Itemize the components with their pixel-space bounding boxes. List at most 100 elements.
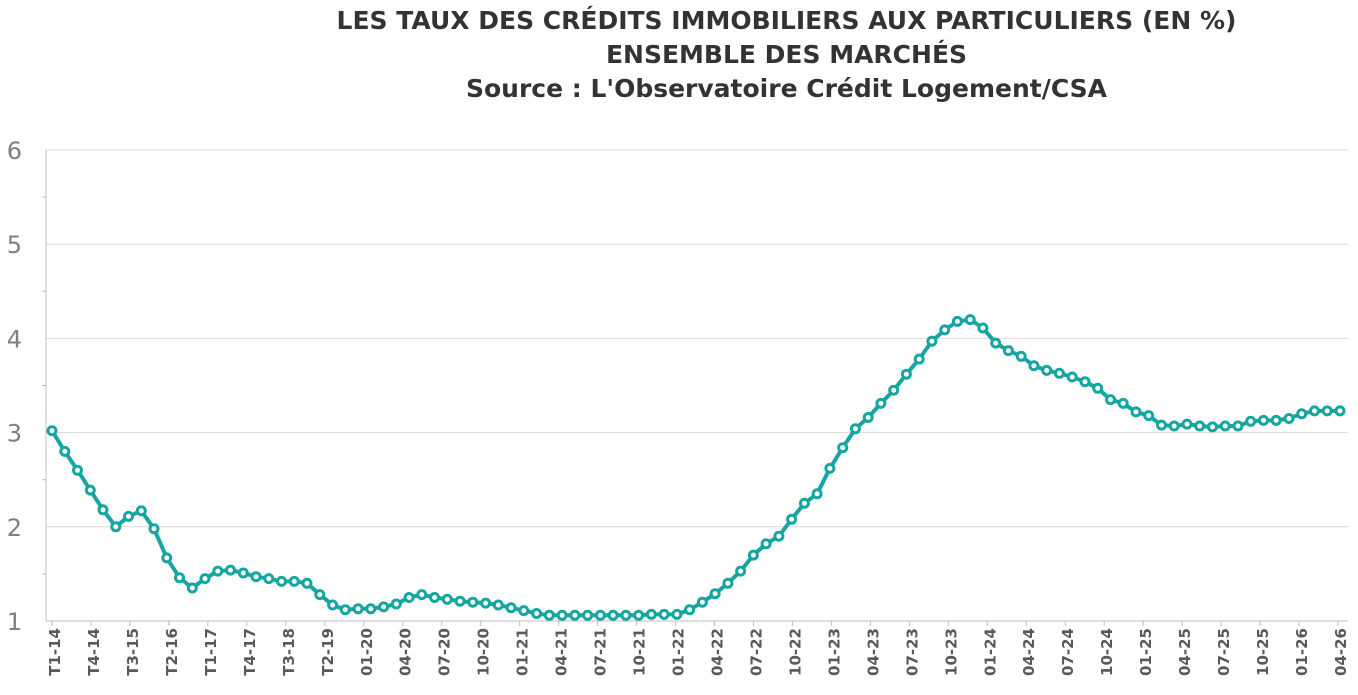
data-point: [339, 604, 351, 616]
data-point: [327, 599, 339, 611]
data-point: [365, 603, 377, 615]
data-point: [1130, 406, 1142, 418]
data-point: [46, 425, 58, 437]
x-tick-label: 04-21: [553, 628, 571, 676]
data-point: [594, 609, 606, 621]
data-point: [1207, 421, 1218, 433]
x-tick-label: 07-23: [903, 628, 921, 676]
data-point: [1143, 410, 1155, 422]
series-markers: [46, 314, 1346, 621]
x-tick-label: 01-24: [981, 628, 999, 676]
data-point: [888, 384, 900, 396]
y-tick-label: 2: [7, 514, 22, 542]
x-tick-label: T4-17: [241, 628, 259, 676]
data-point: [59, 445, 71, 457]
data-point: [735, 565, 747, 577]
data-point: [1117, 397, 1129, 409]
data-point: [263, 573, 275, 585]
data-point: [492, 599, 504, 611]
data-point: [939, 324, 951, 336]
x-tick-label: 01-25: [1137, 628, 1155, 676]
data-point: [84, 484, 96, 496]
data-point: [913, 353, 925, 365]
data-point: [696, 596, 708, 608]
x-tick-label: 01-20: [358, 628, 376, 676]
x-tick-label: T1-17: [202, 628, 220, 676]
x-tick-label: 04-23: [864, 628, 882, 676]
data-point: [849, 423, 861, 435]
data-point: [429, 592, 441, 603]
x-tick-label: 04-24: [1020, 628, 1038, 676]
data-point: [403, 592, 415, 603]
data-point: [900, 368, 912, 380]
chart-subtitle: ENSEMBLE DES MARCHÉS: [605, 40, 968, 69]
data-point: [1028, 360, 1040, 372]
data-point: [1015, 350, 1027, 362]
data-point: [1270, 414, 1282, 426]
gridlines: [46, 149, 1348, 528]
data-point: [276, 575, 287, 587]
x-axis-tick-labels: T1-14 T4-14 T3-15 T2-16 T1-17 T4-17 T3-18 T2-19…: [46, 628, 1350, 676]
data-point: [1296, 408, 1308, 420]
x-tick-label: T4-14: [85, 628, 103, 676]
x-tick-label: 01-23: [825, 628, 843, 676]
data-point: [1041, 364, 1053, 376]
data-point: [1181, 418, 1193, 430]
x-tick-label: 10-25: [1254, 628, 1272, 676]
data-point: [1258, 414, 1269, 426]
x-tick-label: 10-23: [942, 628, 960, 676]
data-point: [747, 549, 759, 561]
data-point: [505, 602, 517, 614]
x-tick-label: T3-18: [280, 628, 298, 676]
x-tick-label: 07-25: [1215, 628, 1233, 676]
data-point: [1334, 405, 1346, 417]
chart-source: Source : L'Observatoire Crédit Logement/…: [466, 74, 1107, 103]
data-point: [658, 608, 670, 620]
data-point: [390, 598, 402, 610]
x-tick-label: 07-22: [747, 628, 765, 676]
data-point: [199, 573, 211, 585]
data-point: [416, 589, 428, 601]
data-point: [518, 605, 530, 617]
data-point: [1321, 405, 1333, 417]
data-point: [1232, 420, 1244, 432]
data-point: [1309, 405, 1320, 417]
x-tick-label: 04-25: [1176, 628, 1194, 676]
x-tick-label: T3-15: [124, 628, 142, 676]
x-tick-label: 07-20: [436, 628, 454, 676]
x-tick-label: 10-21: [631, 628, 649, 676]
data-point: [543, 609, 555, 621]
data-point: [441, 593, 453, 605]
data-point: [1066, 371, 1078, 383]
data-point: [760, 538, 772, 550]
data-point: [582, 609, 594, 621]
x-tick-label: 10-20: [475, 628, 493, 676]
x-tick-label: T2-16: [163, 628, 181, 676]
y-tick-label: 5: [7, 231, 22, 259]
data-point: [684, 604, 696, 616]
x-tick-label: T2-19: [319, 628, 337, 676]
data-point: [212, 565, 224, 577]
data-point: [671, 608, 683, 620]
data-point: [225, 564, 236, 576]
data-point: [1283, 413, 1295, 424]
x-tick-label: 04-26: [1332, 628, 1350, 676]
data-point: [123, 510, 134, 522]
data-point: [977, 322, 989, 334]
data-point: [314, 589, 326, 601]
data-point: [135, 505, 147, 517]
y-axis-tick-labels: 1 2 3 4 5 6: [7, 137, 22, 636]
data-point: [862, 412, 874, 423]
data-point: [237, 567, 249, 579]
data-point: [378, 601, 390, 613]
data-point: [250, 571, 262, 583]
data-point: [633, 609, 645, 621]
data-point: [186, 582, 198, 594]
data-point: [645, 608, 657, 620]
x-tick-label: 07-24: [1059, 628, 1077, 676]
data-point: [454, 595, 466, 607]
data-point: [569, 609, 581, 621]
axes: [42, 150, 1348, 626]
x-tick-label: 01-21: [514, 628, 532, 676]
